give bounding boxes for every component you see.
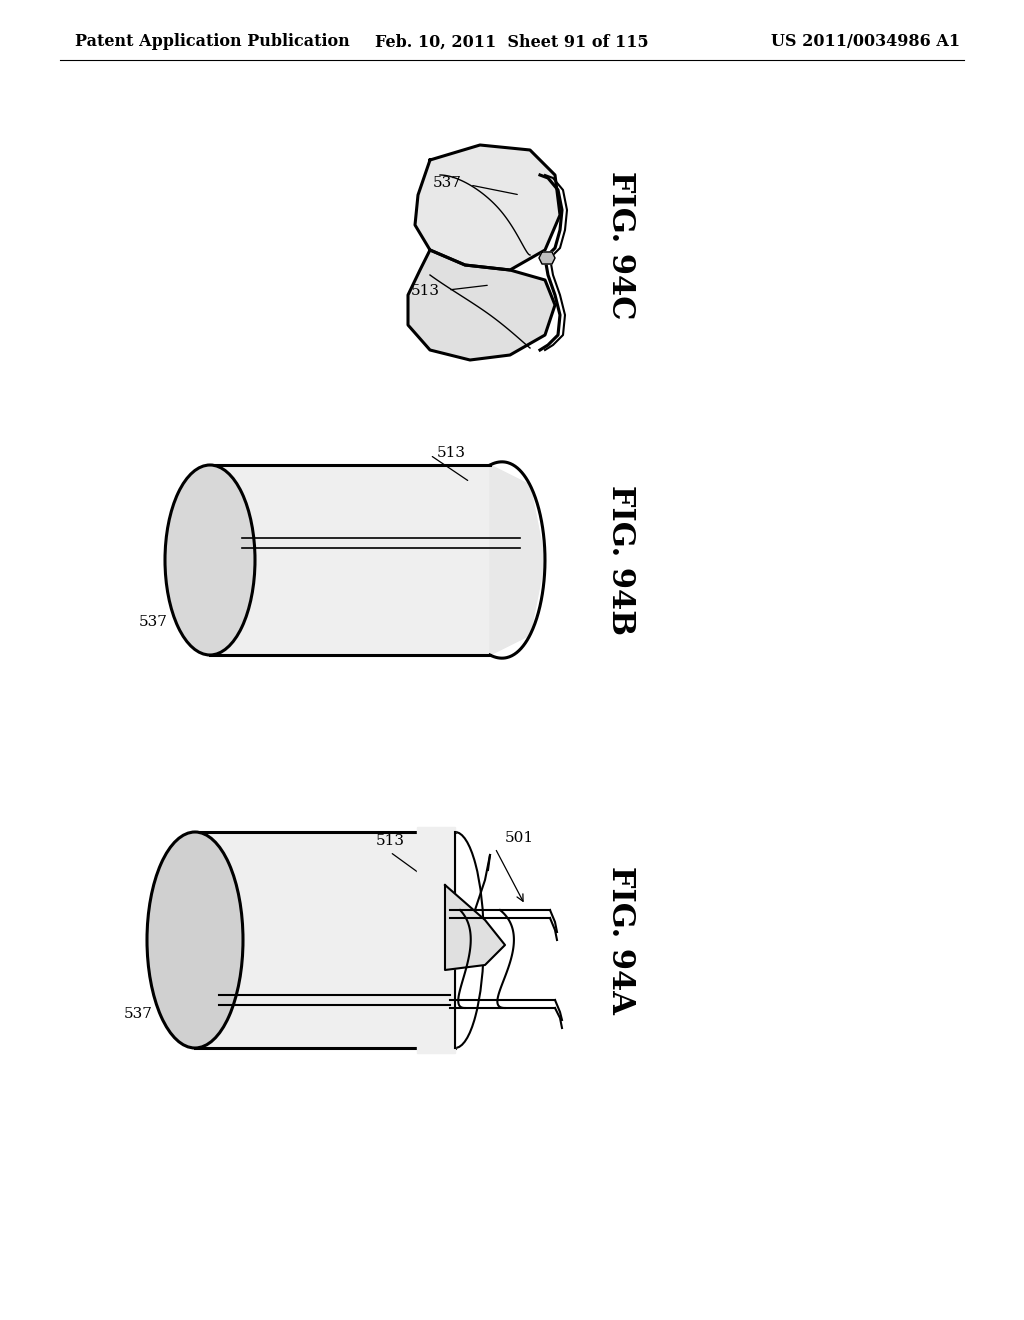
Text: 513: 513: [437, 446, 466, 459]
Ellipse shape: [165, 465, 255, 655]
Ellipse shape: [147, 832, 243, 1048]
Polygon shape: [490, 465, 545, 655]
Text: 537: 537: [433, 176, 462, 190]
Text: Patent Application Publication: Patent Application Publication: [75, 33, 350, 50]
Text: US 2011/0034986 A1: US 2011/0034986 A1: [771, 33, 961, 50]
Polygon shape: [195, 832, 455, 1048]
Text: 537: 537: [139, 615, 168, 630]
Text: FIG. 94A: FIG. 94A: [604, 866, 636, 1014]
Text: 513: 513: [376, 834, 404, 847]
Text: Feb. 10, 2011  Sheet 91 of 115: Feb. 10, 2011 Sheet 91 of 115: [375, 33, 649, 50]
Text: 513: 513: [411, 284, 440, 298]
Text: 501: 501: [505, 832, 535, 845]
Polygon shape: [445, 884, 505, 970]
Polygon shape: [415, 145, 560, 271]
Polygon shape: [408, 249, 555, 360]
Polygon shape: [417, 828, 455, 1053]
Text: 537: 537: [124, 1007, 153, 1020]
Text: FIG. 94B: FIG. 94B: [604, 484, 636, 635]
Text: FIG. 94C: FIG. 94C: [604, 170, 636, 319]
Polygon shape: [210, 465, 490, 655]
Polygon shape: [539, 252, 555, 264]
